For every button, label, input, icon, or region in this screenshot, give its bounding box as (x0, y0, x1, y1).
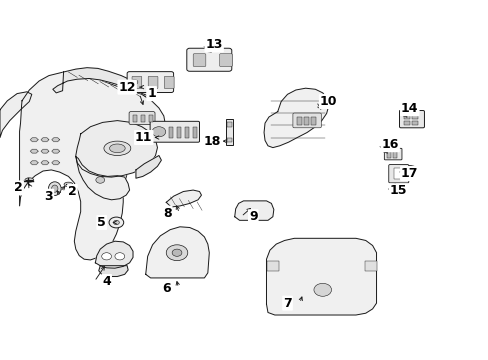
Text: 11: 11 (135, 131, 152, 144)
Text: 8: 8 (163, 207, 171, 220)
Circle shape (109, 217, 123, 228)
Circle shape (113, 220, 119, 225)
Text: 16: 16 (381, 138, 398, 151)
Polygon shape (41, 149, 49, 153)
Polygon shape (76, 121, 157, 177)
FancyBboxPatch shape (186, 48, 231, 71)
Bar (393, 168, 402, 179)
Text: 10: 10 (319, 95, 337, 108)
Ellipse shape (109, 144, 125, 153)
Circle shape (152, 127, 165, 137)
Bar (411, 115, 417, 119)
Ellipse shape (104, 141, 130, 156)
FancyBboxPatch shape (384, 148, 401, 160)
Polygon shape (30, 161, 38, 165)
Polygon shape (30, 138, 38, 141)
Bar (225, 119, 233, 145)
Text: 13: 13 (205, 39, 223, 51)
Bar (133, 115, 137, 122)
Bar (296, 117, 301, 125)
FancyBboxPatch shape (132, 76, 142, 89)
FancyBboxPatch shape (388, 165, 408, 183)
Polygon shape (52, 149, 60, 153)
Bar (149, 115, 153, 122)
Polygon shape (166, 190, 201, 207)
Text: 5: 5 (97, 216, 106, 229)
FancyBboxPatch shape (219, 54, 232, 67)
Text: 2: 2 (14, 181, 23, 194)
Polygon shape (76, 157, 129, 200)
Circle shape (166, 245, 187, 261)
Text: 9: 9 (248, 210, 257, 223)
Ellipse shape (405, 167, 412, 171)
Ellipse shape (25, 178, 34, 182)
Polygon shape (41, 161, 49, 165)
Polygon shape (99, 266, 128, 276)
Bar (226, 122, 231, 127)
FancyBboxPatch shape (127, 72, 173, 93)
Circle shape (172, 249, 182, 256)
Text: 15: 15 (389, 184, 407, 197)
Bar (311, 117, 316, 125)
Bar (193, 127, 197, 138)
Bar (364, 261, 376, 271)
Circle shape (131, 80, 138, 85)
Polygon shape (20, 72, 165, 260)
Polygon shape (52, 161, 60, 165)
Polygon shape (145, 227, 209, 278)
Circle shape (313, 283, 331, 296)
Polygon shape (53, 68, 155, 97)
Text: 1: 1 (147, 87, 156, 100)
Bar (184, 127, 188, 138)
Bar (403, 115, 409, 119)
Bar (386, 151, 390, 158)
Circle shape (115, 253, 124, 260)
FancyBboxPatch shape (164, 76, 174, 89)
Polygon shape (30, 149, 38, 153)
Polygon shape (95, 241, 133, 268)
Ellipse shape (52, 185, 58, 192)
Polygon shape (266, 238, 376, 315)
Polygon shape (136, 156, 161, 178)
Ellipse shape (402, 166, 416, 173)
Polygon shape (0, 92, 32, 138)
Text: 4: 4 (102, 275, 111, 288)
FancyBboxPatch shape (292, 113, 321, 128)
Text: 3: 3 (44, 190, 53, 203)
Bar (411, 121, 417, 125)
FancyBboxPatch shape (148, 76, 158, 89)
Circle shape (102, 253, 111, 260)
Ellipse shape (48, 182, 61, 195)
Bar (177, 127, 181, 138)
Polygon shape (41, 138, 49, 141)
Polygon shape (52, 138, 60, 141)
Bar (168, 127, 172, 138)
Bar (304, 117, 308, 125)
FancyBboxPatch shape (193, 54, 205, 67)
Bar (392, 151, 396, 158)
FancyBboxPatch shape (150, 121, 199, 142)
Text: 17: 17 (400, 167, 418, 180)
Text: 12: 12 (118, 81, 136, 94)
Bar (141, 115, 144, 122)
Polygon shape (234, 201, 273, 220)
Ellipse shape (64, 182, 73, 186)
Text: 7: 7 (283, 297, 291, 310)
Text: 14: 14 (400, 102, 418, 115)
Bar (226, 138, 231, 142)
Text: 6: 6 (162, 282, 170, 294)
FancyBboxPatch shape (129, 112, 155, 125)
Circle shape (96, 177, 104, 183)
Text: 18: 18 (203, 135, 221, 148)
Bar (266, 261, 278, 271)
Text: 2: 2 (68, 185, 77, 198)
FancyBboxPatch shape (399, 111, 424, 128)
Bar (403, 121, 409, 125)
Polygon shape (264, 88, 328, 148)
